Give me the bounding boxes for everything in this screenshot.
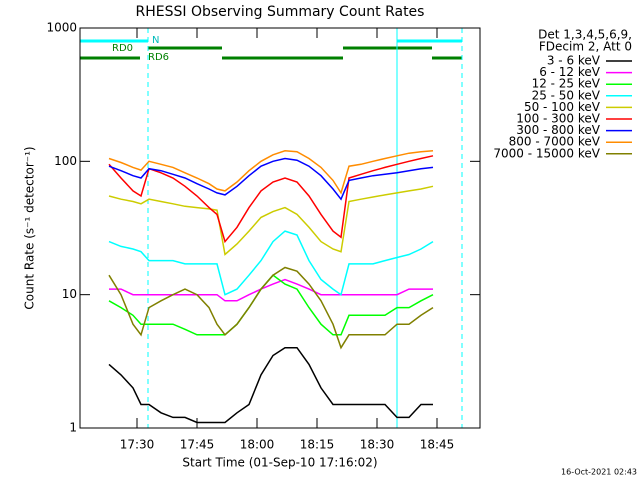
series-line xyxy=(108,155,434,244)
legend-label: 100 - 300 keV xyxy=(516,112,600,126)
x-tick-label: 18:45 xyxy=(420,438,455,452)
x-tick-label: 18:00 xyxy=(240,438,275,452)
series-line xyxy=(108,157,434,201)
y-tick-label: 100 xyxy=(54,154,77,168)
legend-header: Det 1,3,4,5,6,9, xyxy=(538,28,632,42)
y-axis-label: Count Rate (s⁻¹ detector⁻¹) xyxy=(23,146,37,309)
series-line xyxy=(108,150,434,195)
series-line xyxy=(108,185,434,256)
x-tick-label: 18:15 xyxy=(300,438,335,452)
annotation: N xyxy=(152,35,159,46)
series-line xyxy=(108,346,433,424)
x-axis-label: Start Time (01-Sep-10 17:16:02) xyxy=(182,456,377,470)
annotation: RD6 xyxy=(148,52,169,63)
legend-label: 25 - 50 keV xyxy=(532,88,601,102)
x-tick-label: 17:45 xyxy=(180,438,215,452)
series-line xyxy=(109,278,433,302)
y-tick-label: 1000 xyxy=(46,21,77,35)
x-tick-label: 17:30 xyxy=(120,438,155,452)
legend-label: 12 - 25 keV xyxy=(532,77,601,91)
annotation: RD0 xyxy=(112,43,133,54)
x-tick-label: 18:30 xyxy=(360,438,395,452)
legend-label: 800 - 7000 keV xyxy=(509,135,601,149)
legend-label: 6 - 12 keV xyxy=(539,65,601,79)
y-tick-label: 1 xyxy=(69,421,77,435)
legend-header: FDecim 2, Att 0 xyxy=(539,40,632,54)
series-line xyxy=(108,230,434,296)
legend-label: 3 - 6 keV xyxy=(547,54,601,68)
plot-frame xyxy=(79,27,481,429)
legend-label: 300 - 800 keV xyxy=(516,123,600,137)
legend-label: 50 - 100 keV xyxy=(524,100,601,114)
y-tick-label: 10 xyxy=(62,287,77,301)
chart-title: RHESSI Observing Summary Count Rates xyxy=(136,4,425,20)
legend-label: 7000 - 15000 keV xyxy=(493,146,600,160)
series-line xyxy=(108,266,434,350)
flags xyxy=(80,39,462,60)
footer: 16-Oct-2021 02:43 xyxy=(561,468,637,477)
